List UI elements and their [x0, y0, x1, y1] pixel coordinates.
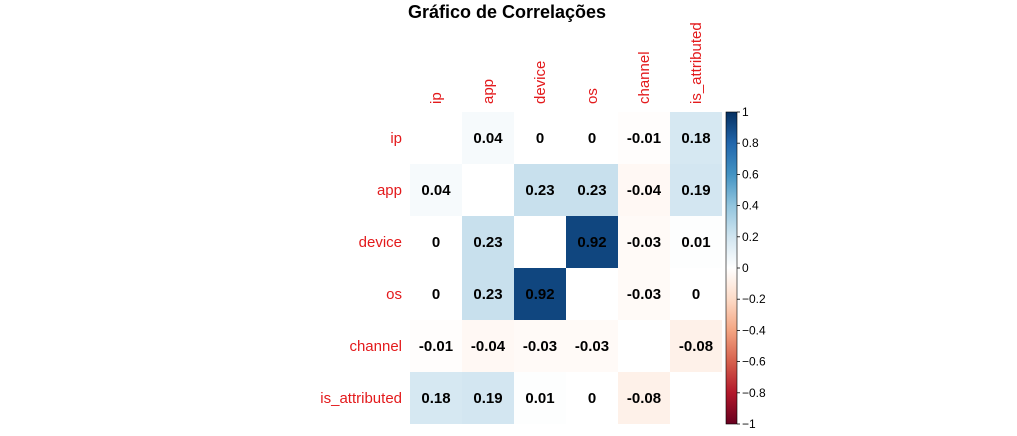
colorbar-tick-label: 1 — [742, 105, 749, 119]
colorbar-tick-label: −0.6 — [742, 355, 766, 369]
heatmap-cell-channel-ip — [410, 320, 462, 372]
row-label-ip: ip — [390, 130, 402, 147]
heatmap-cell-device-app — [462, 216, 514, 268]
colorbar-tick-label: 0 — [742, 261, 749, 275]
heatmap-cell-ip-os — [566, 112, 618, 164]
value-label-os-channel: -0.03 — [627, 286, 661, 303]
value-label-app-is_attributed: 0.19 — [681, 182, 710, 199]
value-label-channel-is_attributed: -0.08 — [679, 338, 713, 355]
row-labels: ip app device os channel is_attributed — [320, 130, 402, 407]
value-label-is_attributed-os: 0 — [588, 390, 596, 407]
value-label-is_attributed-device: 0.01 — [525, 390, 554, 407]
heatmap-cell-app-channel — [618, 164, 670, 216]
row-label-is_attributed: is_attributed — [320, 390, 402, 407]
heatmap-cell-app-ip — [410, 164, 462, 216]
value-label-ip-channel: -0.01 — [627, 130, 661, 147]
colorbar-tick-label: −0.8 — [742, 386, 766, 400]
heatmap-cell-app-device — [514, 164, 566, 216]
column-labels: ip app device os channel is_attributed — [428, 22, 705, 104]
heatmap-cell-ip-is_attributed — [670, 112, 722, 164]
heatmap-cell-app-is_attributed — [670, 164, 722, 216]
value-label-device-os: 0.92 — [577, 234, 606, 251]
colorbar-tick-label: 0.2 — [742, 230, 759, 244]
value-label-channel-app: -0.04 — [471, 338, 506, 355]
value-label-device-is_attributed: 0.01 — [681, 234, 710, 251]
value-label-channel-ip: -0.01 — [419, 338, 453, 355]
value-label-app-channel: -0.04 — [627, 182, 662, 199]
heatmap-cell-channel-os — [566, 320, 618, 372]
value-label-ip-is_attributed: 0.18 — [681, 130, 710, 147]
colorbar-tick-label: −1 — [742, 417, 756, 431]
column-label-os: os — [584, 88, 601, 104]
value-label-app-os: 0.23 — [577, 182, 606, 199]
value-label-channel-os: -0.03 — [575, 338, 609, 355]
heatmap-cell-is_attributed-app — [462, 372, 514, 424]
heatmap-cells — [410, 112, 722, 424]
heatmap-cell-device-os — [566, 216, 618, 268]
heatmap-value-labels: 0.04 0 0 -0.01 0.18 0.04 0.23 0.23 -0.04 0.19 0 0.2… — [419, 130, 713, 407]
value-label-ip-os: 0 — [588, 130, 596, 147]
row-label-channel: channel — [349, 338, 402, 355]
heatmap-cell-os-device — [514, 268, 566, 320]
row-label-os: os — [386, 286, 402, 303]
heatmap-cell-os-ip — [410, 268, 462, 320]
value-label-os-device: 0.92 — [525, 286, 554, 303]
value-label-app-device: 0.23 — [525, 182, 554, 199]
heatmap-cell-is_attributed-channel — [618, 372, 670, 424]
value-label-os-is_attributed: 0 — [692, 286, 700, 303]
heatmap-cell-device-ip — [410, 216, 462, 268]
colorbar-gradient — [725, 111, 738, 425]
column-label-app: app — [480, 79, 497, 104]
column-label-device: device — [532, 61, 549, 104]
column-label-ip: ip — [428, 92, 445, 104]
chart-title: Gráfico de Correlações — [408, 2, 606, 22]
colorbar-tick-label: 0.4 — [742, 199, 759, 213]
heatmap-cell-channel-device — [514, 320, 566, 372]
heatmap-cell-is_attributed-os — [566, 372, 618, 424]
value-label-ip-device: 0 — [536, 130, 544, 147]
heatmap-cell-ip-device — [514, 112, 566, 164]
heatmap-cell-is_attributed-device — [514, 372, 566, 424]
value-label-device-ip: 0 — [432, 234, 440, 251]
value-label-os-ip: 0 — [432, 286, 440, 303]
colorbar-tick-label: −0.2 — [742, 292, 766, 306]
heatmap-cell-channel-is_attributed — [670, 320, 722, 372]
heatmap-cell-os-app — [462, 268, 514, 320]
colorbar-tick-label: 0.8 — [742, 136, 759, 150]
row-label-app: app — [377, 182, 402, 199]
row-label-device: device — [359, 234, 402, 251]
value-label-os-app: 0.23 — [473, 286, 502, 303]
value-label-channel-device: -0.03 — [523, 338, 557, 355]
heatmap-cell-ip-channel — [618, 112, 670, 164]
heatmap-cell-channel-app — [462, 320, 514, 372]
value-label-ip-app: 0.04 — [473, 130, 503, 147]
colorbar-tick-label: −0.4 — [742, 323, 766, 337]
heatmap-cell-is_attributed-ip — [410, 372, 462, 424]
column-label-channel: channel — [636, 51, 653, 104]
heatmap-cell-os-is_attributed — [670, 268, 722, 320]
value-label-is_attributed-app: 0.19 — [473, 390, 502, 407]
heatmap-cell-app-os — [566, 164, 618, 216]
value-label-device-channel: -0.03 — [627, 234, 661, 251]
value-label-is_attributed-channel: -0.08 — [627, 390, 661, 407]
heatmap-cell-device-channel — [618, 216, 670, 268]
colorbar-tick-label: 0.6 — [742, 167, 759, 181]
value-label-is_attributed-ip: 0.18 — [421, 390, 450, 407]
value-label-app-ip: 0.04 — [421, 182, 451, 199]
column-label-is_attributed: is_attributed — [688, 22, 705, 104]
value-label-device-app: 0.23 — [473, 234, 502, 251]
heatmap-cell-device-is_attributed — [670, 216, 722, 268]
heatmap-cell-os-channel — [618, 268, 670, 320]
colorbar: 1 0.8 0.6 0.4 0.2 0 −0.2 −0.4 −0.6 −0.8 −1 — [725, 105, 766, 431]
heatmap-cell-ip-app — [462, 112, 514, 164]
